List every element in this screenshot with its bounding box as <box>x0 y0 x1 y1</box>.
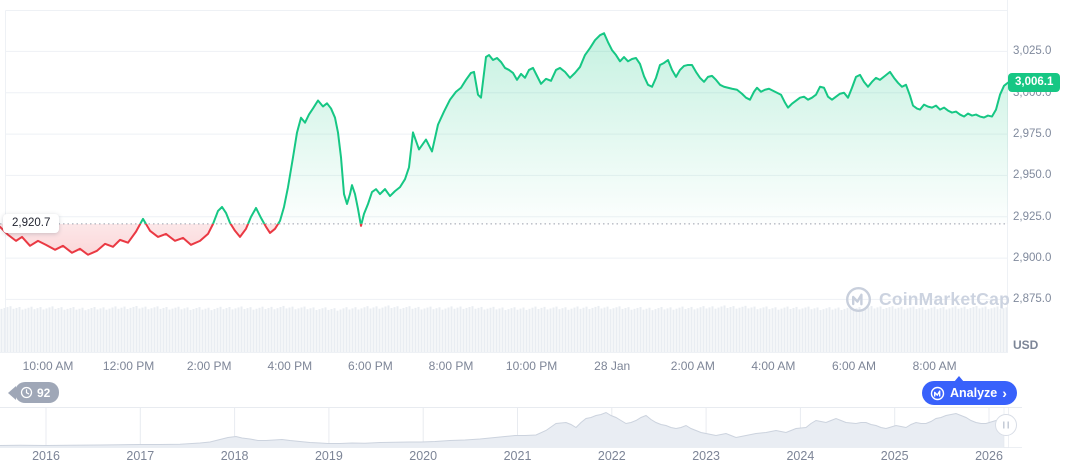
analyze-logo-icon <box>930 386 945 400</box>
x-tick-label: 8:00 PM <box>428 359 474 373</box>
x-tick-label: 10:00 PM <box>505 359 558 373</box>
navigator-year-label: 2021 <box>503 449 532 463</box>
navigator-year-label: 2024 <box>786 449 815 463</box>
x-tick-label: 28 Jan <box>594 359 631 373</box>
analyze-button-label: Analyze <box>950 386 998 400</box>
annotation-count: 92 <box>37 385 51 400</box>
navigator-year-label: 2019 <box>314 449 343 463</box>
y-tick-label: 2,900.0 <box>1013 252 1052 265</box>
baseline-price-label: 2,920.7 <box>3 214 60 233</box>
x-tick-label: 10:00 AM <box>22 359 74 373</box>
annotation-count-badge[interactable]: 92 <box>15 382 60 403</box>
history-clock-icon <box>20 386 33 399</box>
y-tick-label: 3,025.0 <box>1013 45 1052 58</box>
chevron-right-icon: › <box>1002 384 1007 401</box>
navigator-right-handle[interactable] <box>995 407 1017 448</box>
navigator-year-label: 2016 <box>32 449 60 463</box>
range-navigator[interactable] <box>0 405 1072 470</box>
x-tick-label: 6:00 PM <box>348 359 393 373</box>
x-tick-label: 8:00 AM <box>912 359 957 373</box>
x-tick-label: 2:00 PM <box>186 359 232 373</box>
current-price-badge: 3,006.1 <box>1008 73 1061 92</box>
navigator-year-label: 2018 <box>220 449 249 463</box>
x-tick-label: 6:00 AM <box>831 359 877 373</box>
y-tick-label: 2,925.0 <box>1013 210 1052 223</box>
x-tick-label: 4:00 AM <box>751 359 796 373</box>
navigator-year-label: 2023 <box>692 449 720 463</box>
x-tick-label: 12:00 PM <box>102 359 155 373</box>
y-tick-label: 2,950.0 <box>1013 169 1052 182</box>
navigator-year-label: 2020 <box>409 449 438 463</box>
navigator-year-label: 2017 <box>126 449 155 463</box>
navigator-year-label: 2026 <box>975 449 1003 463</box>
watermark-text: CoinMarketCap <box>879 289 1010 309</box>
y-tick-label: 2,975.0 <box>1013 128 1052 141</box>
analyze-button[interactable]: Analyze › <box>922 376 1017 405</box>
coinmarketcap-logo-icon <box>845 286 872 313</box>
y-axis-unit-label: USD <box>1013 338 1039 352</box>
navigator-year-label: 2022 <box>597 449 626 463</box>
y-tick-label: 2,875.0 <box>1013 293 1052 306</box>
main-price-chart[interactable] <box>0 0 1008 356</box>
coinmarketcap-watermark: CoinMarketCap <box>845 286 1010 313</box>
navigator-year-label: 2025 <box>880 449 909 463</box>
x-tick-label: 4:00 PM <box>267 359 313 373</box>
x-tick-label: 2:00 AM <box>670 359 715 373</box>
